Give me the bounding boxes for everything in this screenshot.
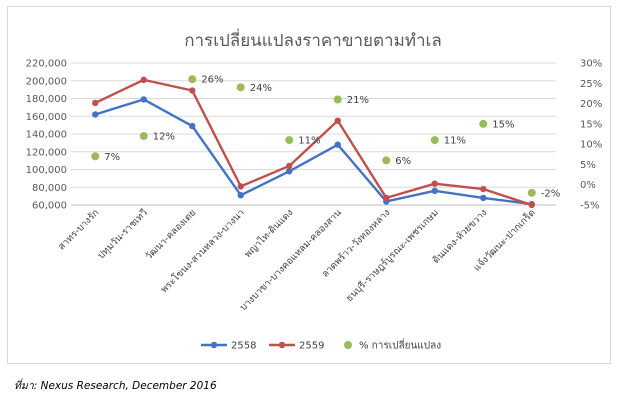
pct-point <box>285 136 294 145</box>
series-marker-2558 <box>140 96 147 103</box>
series-marker-2559 <box>480 185 487 193</box>
pct-point <box>91 152 100 161</box>
series-marker-2559 <box>189 87 196 94</box>
pct-point <box>333 95 342 104</box>
category-axis: สาทร-บางรักปทุมวัน-ราชเทวีวัฒนา-คลองเตยพ… <box>56 204 556 313</box>
left-tick-label: 100,000 <box>26 165 67 176</box>
pct-point <box>430 136 439 145</box>
right-tick-label: 15% <box>580 119 602 130</box>
series-marker-2559 <box>431 180 438 187</box>
pct-point <box>188 75 197 84</box>
category-label: พญาไท-ดินแดง <box>242 207 296 261</box>
series-marker-2558 <box>189 122 196 130</box>
left-tick-label: 120,000 <box>26 147 67 158</box>
line-chart: การเปลี่ยนแปลงราคาขายตามทำเล 220,000 200,… <box>26 28 603 352</box>
left-tick-label: 160,000 <box>26 112 67 123</box>
right-tick-label: 25% <box>580 79 602 90</box>
left-tick-label: 220,000 <box>26 59 67 70</box>
legend-label: 2559 <box>299 341 324 352</box>
chart-title: การเปลี่ยนแปลงราคาขายตามทำเล <box>184 28 442 51</box>
legend-label: % การเปลี่ยนแปลง <box>359 338 441 352</box>
right-tick-label: -5% <box>580 201 599 212</box>
series-marker-2559 <box>528 201 535 209</box>
series-line-2558 <box>94 98 532 206</box>
legend-marker-2559 <box>278 341 286 349</box>
series-line-2559 <box>94 78 533 207</box>
left-tick-label: 80,000 <box>32 183 67 194</box>
pct-data-label: 7% <box>104 152 120 163</box>
left-tick-label: 180,000 <box>26 94 67 105</box>
series-marker-2558 <box>334 141 341 148</box>
pct-point <box>479 119 488 128</box>
pct-data-label: 15% <box>492 119 514 130</box>
category-label: พระโขนง-สวนหลวง-บางนา <box>158 207 247 296</box>
pct-point <box>382 156 391 165</box>
legend-label: 2558 <box>231 341 256 352</box>
series-marker-2559 <box>237 183 244 190</box>
series-marker-2559 <box>140 76 147 84</box>
series-marker-2558 <box>92 111 99 118</box>
series-marker-2559 <box>92 99 99 107</box>
category-label: บางบาขา-บางคอแหลม-คลองสาน <box>238 207 344 313</box>
pct-data-label: 24% <box>250 83 272 94</box>
category-label: ปทุมวัน-ราชเทวี <box>95 207 150 262</box>
source-note: ที่มา: Nexus Research, December 2016 <box>14 380 217 392</box>
pct-data-label: 11% <box>444 136 466 147</box>
legend-marker-pct <box>344 341 352 349</box>
series-lines <box>92 76 535 209</box>
legend: 2558 2559 % การเปลี่ยนแปลง <box>201 338 441 352</box>
right-axis: 30% 25% 20% 15% 10% 5% 0% -5% <box>580 59 602 212</box>
chart-frame: การเปลี่ยนแปลงราคาขายตามทำเล 220,000 200,… <box>7 6 611 364</box>
right-tick-label: 20% <box>580 99 602 110</box>
pct-data-label: -2% <box>541 188 560 199</box>
pct-data-label: 6% <box>395 156 411 167</box>
left-tick-label: 200,000 <box>26 76 67 87</box>
left-axis: 220,000 200,000 180,000 160,000 140,000 120,0… <box>26 59 67 212</box>
right-tick-label: 5% <box>580 160 596 171</box>
series-marker-2558 <box>431 187 438 194</box>
series-marker-2558 <box>286 168 293 175</box>
category-label: สาทร-บางรัก <box>56 207 101 252</box>
pct-point <box>527 188 536 197</box>
series-marker-2559 <box>334 117 341 124</box>
right-tick-label: 30% <box>580 59 602 70</box>
pct-point <box>236 83 245 92</box>
pct-data-label: 26% <box>201 75 223 86</box>
right-tick-label: 0% <box>580 180 596 191</box>
left-tick-label: 60,000 <box>32 201 67 212</box>
pct-data-label: 21% <box>347 95 369 106</box>
pct-point <box>139 132 148 141</box>
series-marker-2559 <box>383 194 390 202</box>
pct-data-label: 11% <box>298 136 320 147</box>
left-tick-label: 140,000 <box>26 130 67 141</box>
pct-points: 7% 12% 26% 24% 11% 21% 6% 11% 15% -2% <box>91 75 560 199</box>
legend-marker-2558 <box>210 341 218 349</box>
right-tick-label: 10% <box>580 140 602 151</box>
pct-data-label: 12% <box>153 132 175 143</box>
series-marker-2558 <box>480 194 487 202</box>
category-label: ธนบุรี-ราษฎร์บูรณะ-เพชรเกษม <box>343 207 441 305</box>
series-marker-2559 <box>286 162 293 170</box>
series-marker-2558 <box>237 192 244 199</box>
category-label: วัฒนา-คลองเตย <box>143 207 198 262</box>
